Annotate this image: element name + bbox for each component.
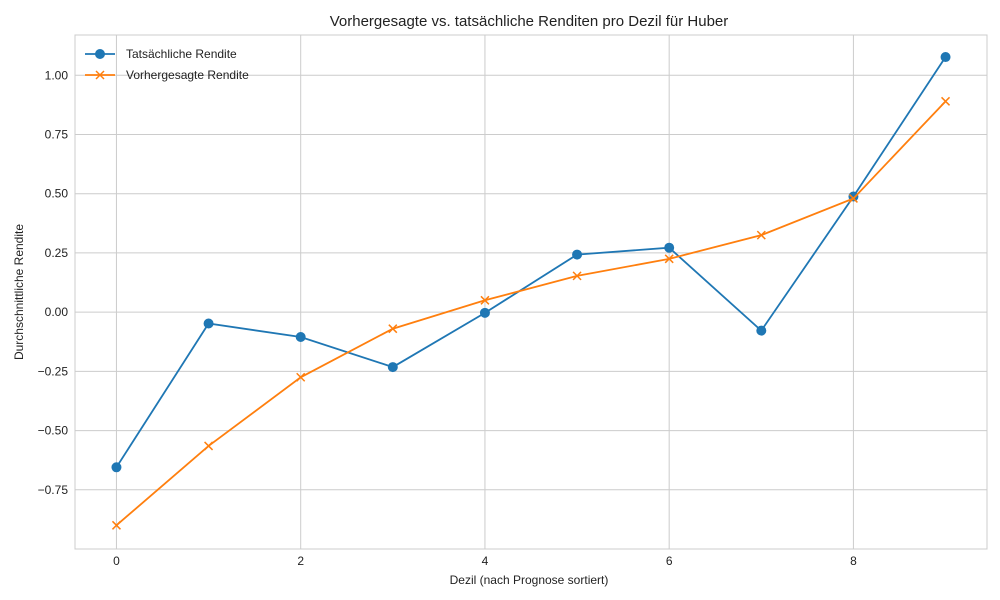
- legend: Tatsächliche Rendite Vorhergesagte Rendit…: [85, 47, 249, 82]
- x-tick-label: 2: [297, 554, 304, 568]
- data-point: [479, 307, 490, 318]
- data-point: [387, 362, 398, 373]
- data-point: [388, 324, 398, 334]
- x-tick-label: 0: [113, 554, 120, 568]
- series-2: [111, 96, 951, 530]
- data-point-stroke: [848, 193, 858, 203]
- x-tick-label: 6: [666, 554, 673, 568]
- plot-frame: [74, 34, 988, 550]
- y-tick-label: 0.00: [45, 305, 69, 319]
- data-point-stroke: [204, 441, 214, 451]
- data-point-stroke: [480, 295, 490, 305]
- y-tick-label: −0.75: [38, 483, 69, 497]
- y-tick-label: 1.00: [45, 68, 69, 82]
- data-point-stroke: [296, 372, 306, 382]
- legend-item: Tatsächliche Rendite: [85, 47, 237, 61]
- data-point: [203, 318, 214, 329]
- data-point: [296, 372, 306, 382]
- data-point-stroke: [572, 271, 582, 281]
- y-axis-label: Durchschnittliche Rendite: [12, 224, 26, 360]
- data-point-stroke: [664, 254, 674, 264]
- data-point: [480, 295, 490, 305]
- data-point-stroke: [941, 96, 951, 106]
- data-point: [111, 462, 122, 473]
- y-tick-label: 0.25: [45, 246, 69, 260]
- y-tick-label: 0.75: [45, 127, 69, 141]
- series-1: [111, 52, 951, 473]
- data-point: [295, 332, 306, 343]
- data-point: [95, 49, 105, 59]
- data-point: [940, 52, 951, 63]
- data-point: [664, 254, 674, 264]
- data-point: [111, 520, 121, 530]
- legend-label: Tatsächliche Rendite: [126, 47, 237, 61]
- y-tick-label: −0.50: [38, 424, 69, 438]
- chart-title: Vorhergesagte vs. tatsächliche Renditen …: [330, 13, 729, 30]
- legend-item: Vorhergesagte Rendite: [85, 68, 249, 82]
- data-point-stroke: [95, 70, 105, 80]
- series-layer: [111, 52, 951, 530]
- tick-labels: 0 2 4 6 8 −0.75 −0.50 −0.25 0.00 0.25 0.50 0.75 1.00: [38, 68, 857, 568]
- x-axis-label: Dezil (nach Prognose sortiert): [450, 573, 609, 587]
- data-point-stroke: [111, 520, 121, 530]
- data-point: [756, 325, 767, 336]
- x-tick-label: 4: [482, 554, 489, 568]
- y-tick-label: −0.25: [38, 364, 69, 378]
- data-point: [572, 249, 583, 260]
- data-point: [572, 271, 582, 281]
- data-point-stroke: [756, 230, 766, 240]
- y-tick-label: 0.50: [45, 187, 69, 201]
- data-point-stroke: [388, 324, 398, 334]
- data-point: [941, 96, 951, 106]
- x-tick-label: 8: [850, 554, 857, 568]
- data-point: [204, 441, 214, 451]
- data-point: [756, 230, 766, 240]
- legend-label: Vorhergesagte Rendite: [126, 68, 249, 82]
- data-point: [664, 242, 675, 253]
- series-line: [115, 100, 947, 526]
- grid-lines: [75, 35, 987, 549]
- data-point: [95, 70, 105, 80]
- data-point: [848, 193, 858, 203]
- series-line: [115, 56, 947, 468]
